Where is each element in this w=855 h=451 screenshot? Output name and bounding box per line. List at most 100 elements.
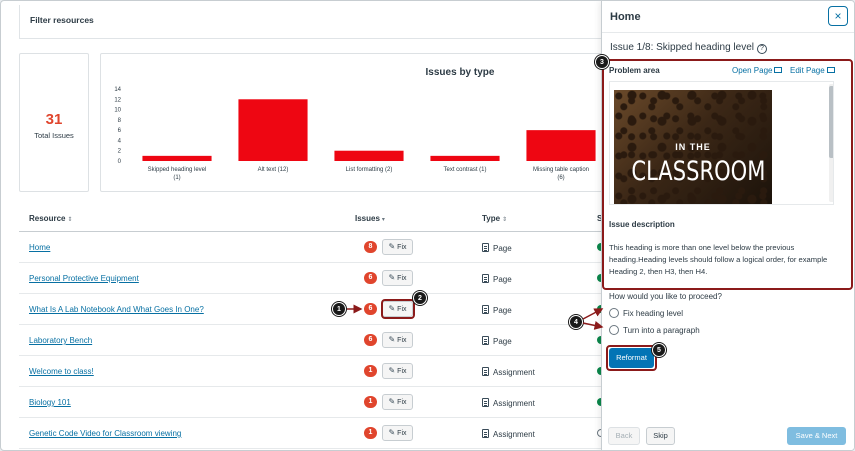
issue-count-badge: 1 [364,396,377,408]
resource-type-label: Page [493,306,512,315]
fix-button[interactable]: ✎ Fix [382,332,413,348]
resource-link[interactable]: What Is A Lab Notebook And What Goes In … [29,305,204,314]
fix-button[interactable]: ✎ Fix [382,425,413,441]
page-icon [482,243,489,252]
option-fix-heading-level[interactable]: Fix heading level [609,308,683,318]
radio-button[interactable] [609,325,619,335]
col-type[interactable]: Type ⇕ [482,214,507,223]
y-tick-label: 10 [114,108,121,114]
preview-scrollbar-thumb[interactable] [829,86,833,158]
resource-link[interactable]: Home [29,243,51,252]
resource-type: Assignment [482,429,535,439]
sort-desc-icon: ▾ [381,217,385,223]
chart-bar [334,150,404,161]
x-tick-label: Text contrast (1) [443,167,486,173]
sort-icon: ⇕ [502,217,508,223]
col-status-label: S [597,214,603,223]
pencil-icon: ✎ [388,242,396,251]
resource-type: Page [482,243,512,253]
total-issues-count: 31 [45,111,63,128]
sort-icon: ⇕ [67,217,73,223]
fix-button[interactable]: ✎ Fix [382,239,413,255]
open-page-label: Open Page [732,66,773,75]
resource-type: Page [482,336,512,346]
col-issues-label: Issues [355,214,380,223]
external-link-icon [826,67,835,73]
issue-count-badge: 8 [364,241,377,253]
option-turn-into-paragraph[interactable]: Turn into a paragraph [609,325,700,335]
chart-svg: Issues by type 0 2 4 6 8 10 12 14 Skipped heading… [114,67,596,181]
col-status[interactable]: S [597,214,602,223]
highlight-reformat [606,345,657,371]
proceed-question: How would you like to proceed? [609,292,722,301]
pencil-icon: ✎ [388,366,396,375]
help-icon[interactable]: ? [757,44,767,54]
chart-bar [526,130,596,161]
pencil-icon: ✎ [388,335,396,344]
issue-count-badge: 6 [364,334,377,346]
fix-label: Fix [397,244,407,251]
assignment-icon [482,367,489,376]
fix-label: Fix [397,430,407,437]
pencil-icon: ✎ [388,428,396,437]
page-icon [482,274,489,283]
total-issues-label: Total Issues [34,131,74,140]
callout-2: 2 [413,291,427,305]
fix-button[interactable]: ✎ Fix [382,270,413,286]
callout-5: 5 [652,343,666,357]
resource-type-label: Page [493,337,512,346]
y-tick-label: 4 [118,138,122,144]
y-tick-label: 6 [118,128,122,134]
resource-link[interactable]: Laboratory Bench [29,336,93,345]
fix-button[interactable]: ✎ Fix [382,301,413,317]
fix-button[interactable]: ✎ Fix [382,363,413,379]
resource-link[interactable]: Personal Protective Equipment [29,274,139,283]
fix-label: Fix [397,399,407,406]
resource-link[interactable]: Biology 101 [29,398,71,407]
resource-type-label: Assignment [493,368,535,377]
classroom-banner-image: IN THE CLASSROOM [614,90,772,204]
skip-button[interactable]: Skip [646,427,675,445]
edit-page-label: Edit Page [790,66,825,75]
chart-bar [238,99,308,161]
chart-bar [142,155,212,161]
open-page-link[interactable]: Open Page [732,66,783,75]
close-button[interactable]: × [828,6,848,26]
resource-type-label: Assignment [493,399,535,408]
radio-button[interactable] [609,308,619,318]
fix-button[interactable]: ✎ Fix [382,394,413,410]
issue-count-badge: 1 [364,427,377,439]
highlight-problem-area [602,59,853,290]
reformat-button[interactable]: Reformat [609,348,654,368]
table-row: What Is A Lab Notebook And What Goes In … [19,294,619,325]
resource-type: Assignment [482,367,535,377]
col-issues[interactable]: Issues ▾ [355,214,385,223]
y-tick-label: 0 [118,159,122,165]
resource-link[interactable]: Welcome to class! [29,367,94,376]
problem-preview[interactable]: IN THE CLASSROOM [609,81,834,205]
x-tick-label: Skipped heading level [148,167,207,173]
save-next-button[interactable]: Save & Next [787,427,846,445]
x-tick-label: Missing table caption [533,167,589,173]
col-resource[interactable]: Resource ⇕ [29,214,73,223]
problem-area-label: Problem area [609,66,660,75]
resource-link[interactable]: Genetic Code Video for Classroom viewing [29,429,182,438]
problem-area: Problem area Open Page Edit Page IN THE … [604,59,854,289]
page-icon [482,305,489,314]
pencil-icon: ✎ [388,273,396,282]
external-link-icon [774,67,783,73]
chart-title: Issues by type [426,67,495,78]
banner-heading-large: CLASSROOM [631,156,766,187]
filter-resources-bar[interactable]: Filter resources [19,5,619,39]
issue-count-badge: 6 [364,303,377,315]
panel-title: Home [610,11,641,23]
filter-resources-label: Filter resources [30,15,94,25]
assignment-icon [482,429,489,438]
edit-page-link[interactable]: Edit Page [790,66,835,75]
back-button[interactable]: Back [608,427,640,445]
issue-count-badge: 6 [364,272,377,284]
fix-label: Fix [397,368,407,375]
issue-heading-text: Issue 1/8: Skipped heading level [610,42,754,53]
y-tick-label: 14 [114,87,121,93]
highlight-fix-button [381,299,415,319]
